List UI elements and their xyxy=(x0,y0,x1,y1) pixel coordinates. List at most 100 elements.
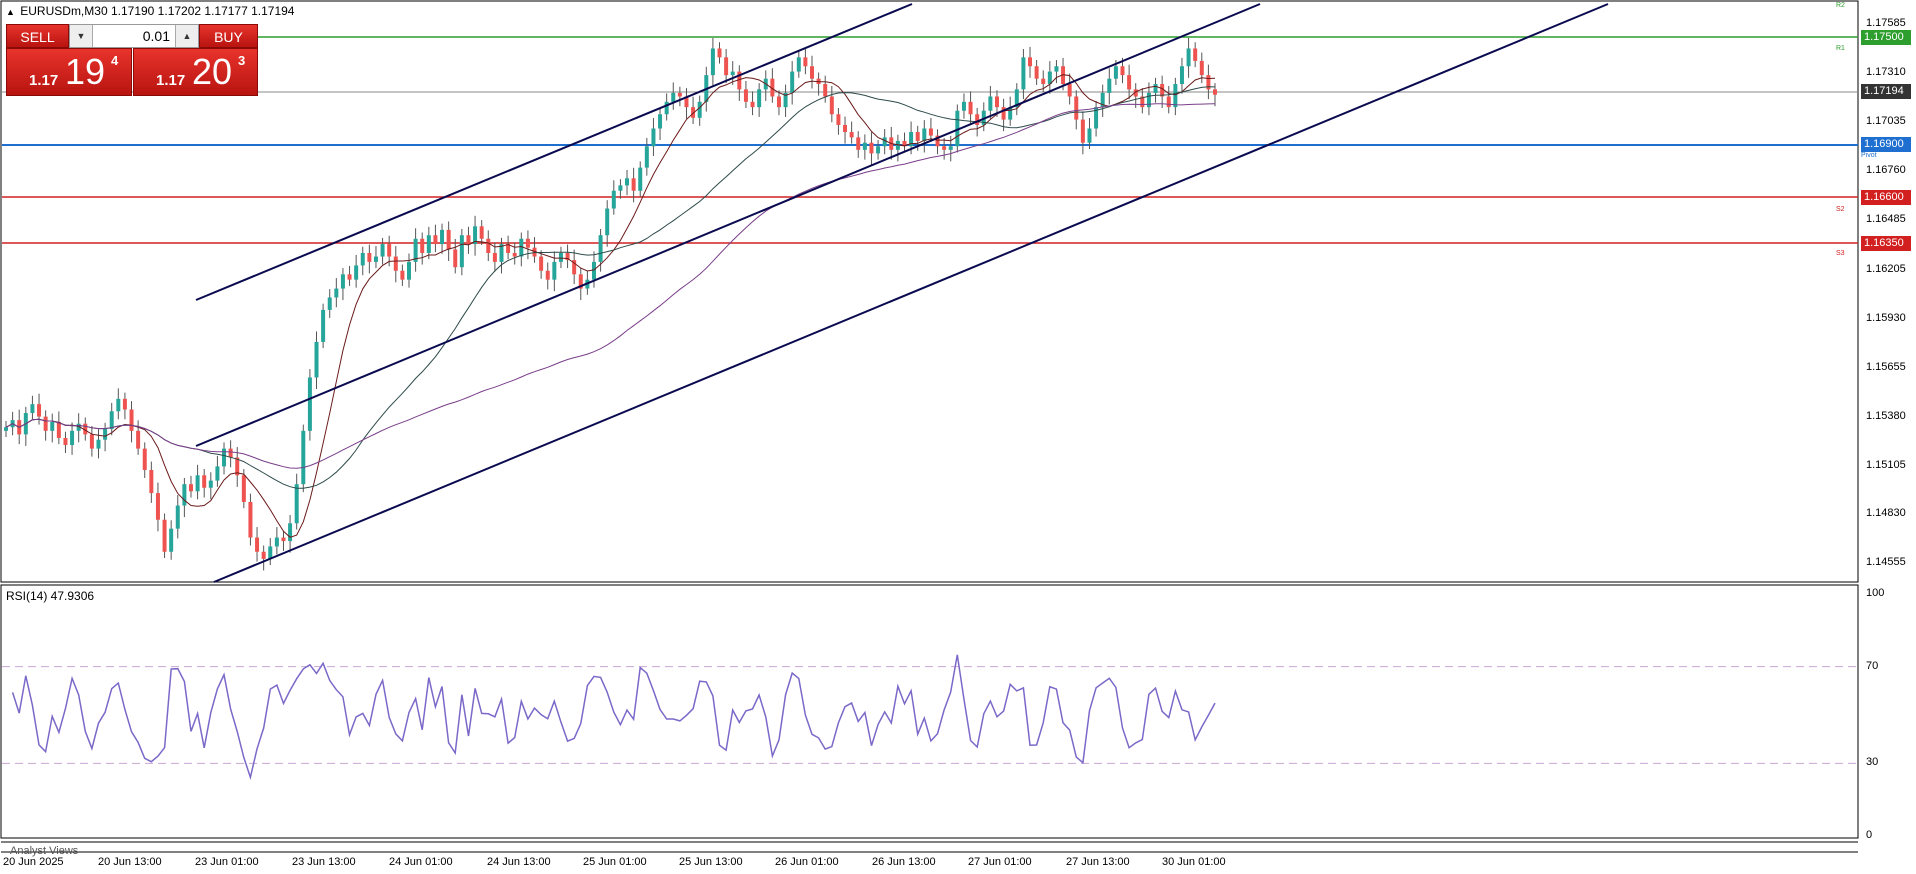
bear-candle xyxy=(248,501,253,538)
time-tick-label: 26 Jun 01:00 xyxy=(775,856,839,868)
bull-candle xyxy=(301,430,306,485)
rsi-tick-label: 0 xyxy=(1866,829,1873,841)
rsi-tick-label: 100 xyxy=(1866,587,1885,599)
bull-candle xyxy=(1113,66,1118,79)
bull-candle xyxy=(658,114,663,129)
price-tick-label: 1.16205 xyxy=(1866,262,1906,275)
time-tick-label: 25 Jun 13:00 xyxy=(679,856,743,868)
collapse-triangle-icon[interactable]: ▲ xyxy=(6,7,15,17)
bull-candle xyxy=(1153,84,1158,93)
bear-candle xyxy=(1080,119,1085,143)
bear-candle xyxy=(43,416,48,431)
symbol-header: ▲ EURUSDm,M30 1.17190 1.17202 1.17177 1.… xyxy=(6,4,294,18)
bear-candle xyxy=(942,146,947,150)
bull-candle xyxy=(1008,107,1013,120)
bull-candle xyxy=(1146,92,1151,108)
sell-button[interactable]: SELL xyxy=(6,24,69,48)
bear-candle xyxy=(149,469,154,494)
bull-candle xyxy=(638,167,643,191)
bear-candle xyxy=(545,270,550,280)
bear-candle xyxy=(994,96,999,108)
buy-price-main: 20 xyxy=(192,51,233,92)
lot-size-field[interactable]: ▼ 0.01 ▲ xyxy=(69,24,199,48)
rsi-line xyxy=(11,654,1216,781)
bear-candle xyxy=(776,96,781,108)
bull-candle xyxy=(955,110,960,147)
ma-fast-line xyxy=(5,74,1216,538)
bear-candle xyxy=(677,92,682,97)
sell-price-button[interactable]: 1.17 19 4 xyxy=(6,48,132,96)
sell-price-prefix: 1.17 xyxy=(29,72,59,89)
bear-candle xyxy=(843,124,848,133)
bear-candle xyxy=(281,537,286,542)
bear-candle xyxy=(56,421,61,438)
bear-candle xyxy=(1206,75,1211,90)
bull-candle xyxy=(909,132,914,147)
bear-candle xyxy=(142,448,147,470)
ma-slow-line xyxy=(5,103,1216,469)
bull-candle xyxy=(268,546,273,559)
pivot-price-tag: 1.16900 xyxy=(1861,137,1911,152)
bear-candle xyxy=(1074,96,1079,120)
bear-candle xyxy=(420,238,425,253)
bull-candle xyxy=(1087,128,1092,143)
price-tick-label: 1.15930 xyxy=(1866,311,1906,324)
bull-candle xyxy=(1179,66,1184,85)
bear-candle xyxy=(1127,75,1132,90)
buy-price-point: 3 xyxy=(238,53,246,68)
bull-candle xyxy=(948,146,953,150)
bull-candle xyxy=(605,208,610,236)
bear-candle xyxy=(129,409,134,431)
buy-price-button[interactable]: 1.17 20 3 xyxy=(133,48,258,96)
bull-candle xyxy=(195,475,200,492)
sell-price-main: 19 xyxy=(65,51,106,92)
bull-candle xyxy=(340,274,345,289)
time-tick-label: 24 Jun 13:00 xyxy=(487,856,551,868)
buy-price-prefix: 1.17 xyxy=(156,72,186,89)
lot-decrease-icon[interactable]: ▼ xyxy=(70,25,93,47)
bear-candle xyxy=(188,484,193,492)
bull-candle xyxy=(611,190,616,209)
bear-candle xyxy=(928,128,933,136)
bull-candle xyxy=(354,265,359,280)
price-tick-label: 1.16485 xyxy=(1866,213,1906,226)
bull-candle xyxy=(961,101,966,111)
bull-candle xyxy=(380,244,385,257)
bear-candle xyxy=(122,398,127,410)
lot-size-input[interactable]: 0.01 xyxy=(142,28,170,44)
bull-candle xyxy=(1014,89,1019,108)
bull-candle xyxy=(882,137,887,147)
bear-candle xyxy=(565,252,570,261)
bear-candle xyxy=(1166,96,1171,108)
bear-candle xyxy=(387,244,392,257)
bear-candle xyxy=(1140,96,1145,108)
bear-candle xyxy=(479,226,484,239)
ohlc-values: 1.17190 1.17202 1.17177 1.17194 xyxy=(110,4,295,18)
bull-candle xyxy=(103,429,108,440)
bear-candle xyxy=(228,448,233,458)
price-tick-label: 1.17585 xyxy=(1866,17,1906,30)
bull-candle xyxy=(1054,66,1059,72)
bear-candle xyxy=(823,84,828,97)
analyst-views-tab[interactable]: Analyst Views xyxy=(10,845,79,857)
price-pane-frame xyxy=(0,0,1859,583)
bull-candle xyxy=(70,430,75,446)
bear-candle xyxy=(400,270,405,280)
bull-candle xyxy=(413,238,418,262)
bear-candle xyxy=(724,57,729,76)
price-tick-label: 1.15655 xyxy=(1866,360,1906,373)
bull-candle xyxy=(783,92,788,108)
bull-candle xyxy=(307,377,312,431)
lot-increase-icon[interactable]: ▲ xyxy=(175,25,198,47)
price-tick-label: 1.14555 xyxy=(1866,556,1906,569)
bull-candle xyxy=(4,427,8,431)
bear-candle xyxy=(37,404,42,417)
channel-middle-line xyxy=(195,3,1261,447)
bull-candle xyxy=(76,423,81,431)
bull-candle xyxy=(426,235,431,253)
bull-candle xyxy=(757,89,762,108)
bear-candle xyxy=(1133,89,1138,97)
buy-button[interactable]: BUY xyxy=(199,24,258,48)
